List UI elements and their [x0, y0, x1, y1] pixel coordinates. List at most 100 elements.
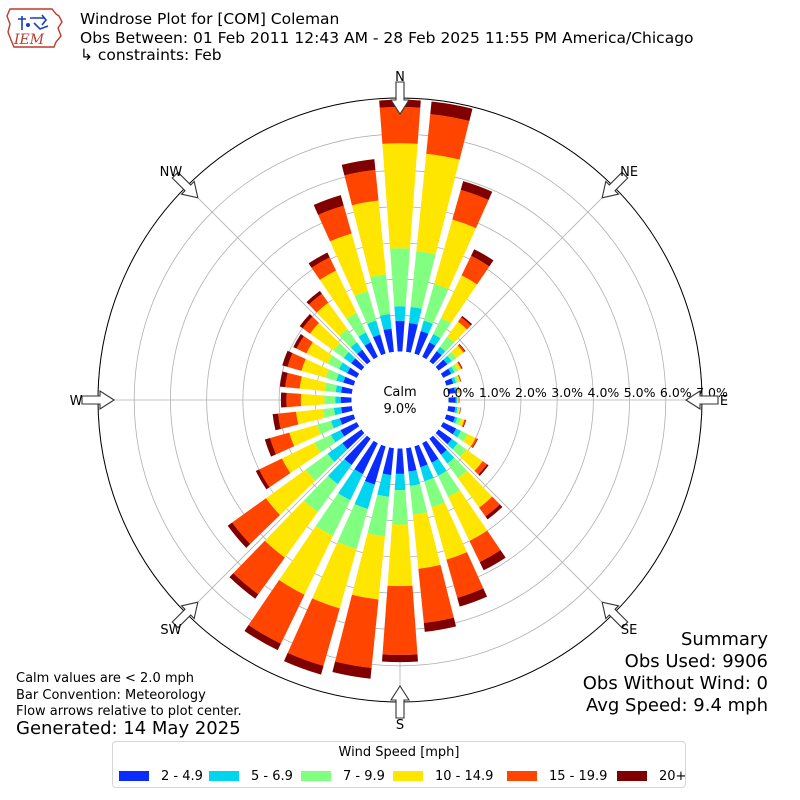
- windrose-bar-segment: [351, 200, 387, 278]
- windrose-bar-segment: [302, 316, 319, 334]
- windrose-bar-segment: [350, 342, 363, 355]
- windrose-bar-segment: [446, 552, 484, 598]
- windrose-bar-segment: [406, 323, 418, 353]
- windrose-bar-segment: [279, 371, 288, 388]
- windrose-bar-segment: [448, 397, 456, 403]
- windrose-bar-segment: [454, 387, 458, 394]
- windrose-bar-segment: [343, 376, 356, 386]
- windrose-bar-segment: [264, 438, 276, 457]
- calm-circle: [351, 351, 449, 449]
- windrose-bar-segment: [458, 386, 460, 393]
- windrose-bar-segment: [451, 364, 458, 373]
- windrose-bar-segment: [343, 351, 356, 364]
- summary-avg-speed: Avg Speed: 9.4 mph: [586, 695, 768, 716]
- windrose-bar-segment: [382, 585, 418, 655]
- windrose-bar-segment: [324, 382, 337, 393]
- windrose-bar-segment: [469, 530, 501, 563]
- windrose-bar-segment: [456, 375, 461, 383]
- windrose-bar-segment: [341, 159, 376, 176]
- logo-text: IEM: [13, 32, 45, 48]
- windrose-bar-segment: [339, 414, 356, 425]
- windrose-bar-segment: [463, 434, 476, 447]
- windrose-bar-segment: [300, 393, 325, 407]
- compass-label: E: [720, 394, 728, 409]
- calm-label: Calm: [383, 385, 416, 400]
- flow-arrow-icon: [389, 684, 411, 719]
- windrose-bar-segment: [452, 189, 489, 229]
- grid-spoke: [186, 434, 366, 614]
- legend-label: 5 - 6.9: [251, 768, 293, 784]
- windrose-bar-segment: [435, 359, 448, 371]
- windrose-bar-segment: [462, 419, 467, 428]
- windrose-bar-segment: [458, 374, 462, 382]
- windrose-bar-segment: [409, 306, 422, 325]
- windrose-bar-segment: [316, 302, 348, 336]
- windrose-bar-segment: [383, 328, 394, 353]
- windrose-bar-segment: [412, 512, 441, 569]
- windrose-bar-segment: [232, 498, 281, 545]
- windrose-bar-segment: [459, 407, 462, 414]
- windrose-bar-segment: [327, 458, 352, 485]
- windrose-bar-segment: [418, 564, 454, 623]
- windrose-bar-segment: [313, 195, 344, 215]
- windrose-bar-segment: [387, 524, 413, 587]
- windrose-bar-segment: [315, 493, 351, 537]
- windrose-bar-segment: [229, 573, 259, 599]
- windrose-bar-segment: [311, 257, 337, 280]
- windrose-bar-segment: [485, 504, 503, 520]
- windrose-bar-segment: [461, 315, 473, 326]
- windrose-bar-segment: [344, 169, 379, 206]
- windrose-bar-segment: [440, 449, 455, 464]
- windrose-bar-segment: [331, 418, 343, 429]
- windrose-bar-segment: [444, 378, 454, 386]
- windrose-bar-segment: [457, 396, 459, 404]
- windrose-bar-segment: [447, 351, 457, 362]
- legend-swatch: [393, 771, 423, 781]
- windrose-bar-segment: [379, 107, 421, 144]
- windrose-bar-segment: [286, 392, 301, 408]
- windrose-bar-segment: [327, 355, 343, 370]
- windrose-bar-segment: [323, 407, 336, 418]
- windrose-bar-segment: [340, 422, 360, 437]
- windrose-bar-segment: [301, 358, 329, 378]
- windrose-bar-segment: [293, 334, 304, 349]
- windrose-bar-segment: [382, 654, 418, 663]
- windrose-bar-segment: [308, 293, 329, 313]
- windrose-bar-segment: [394, 473, 406, 491]
- windrose-bar-segment: [395, 320, 405, 352]
- windrose-bar-segment: [296, 336, 313, 354]
- windrose-bar-segment: [452, 416, 458, 424]
- windrose-bar-segment: [367, 494, 389, 537]
- windrose-bar-segment: [430, 101, 473, 121]
- windrose-bar-segment: [344, 435, 371, 466]
- grid-spoke: [186, 186, 366, 366]
- note-flow-arrows: Flow arrows relative to plot center.: [16, 704, 242, 719]
- windrose-bar-segment: [299, 314, 313, 329]
- compass-label: NE: [620, 165, 638, 180]
- windrose-bar-segment: [327, 443, 348, 462]
- windrose-bar-segment: [452, 443, 467, 457]
- legend: Wind Speed [mph] 2 - 4.9 5 - 6.9 7 - 9.9…: [112, 741, 686, 788]
- compass-label: SW: [160, 623, 181, 638]
- windrose-bar-segment: [370, 274, 391, 316]
- windrose-bar-segment: [414, 444, 428, 468]
- windrose-bar-segment: [335, 594, 379, 668]
- windrose-bar-segment: [452, 428, 462, 438]
- windrose-bar-segment: [319, 270, 357, 319]
- windrose-bar-segment: [456, 407, 459, 414]
- chart-constraints: ↳ constraints: Feb: [80, 46, 222, 64]
- windrose-bar-segment: [454, 362, 462, 371]
- windrose-bar-segment: [457, 317, 471, 330]
- windrose-bar-segment: [454, 406, 458, 414]
- windrose-bar-segment: [379, 314, 392, 330]
- windrose-bar-segment: [447, 321, 468, 343]
- windrose-bar-segment: [244, 624, 281, 651]
- windrose-bar-segment: [341, 386, 353, 394]
- summary-obs-without-wind: Obs Without Wind: 0: [582, 673, 768, 694]
- compass-label: W: [70, 394, 83, 409]
- radial-tick-label: 6.0%: [660, 385, 692, 400]
- flow-arrow-icon: [171, 601, 199, 629]
- flow-arrow-icon: [389, 81, 411, 116]
- windrose-bar-segment: [318, 205, 352, 242]
